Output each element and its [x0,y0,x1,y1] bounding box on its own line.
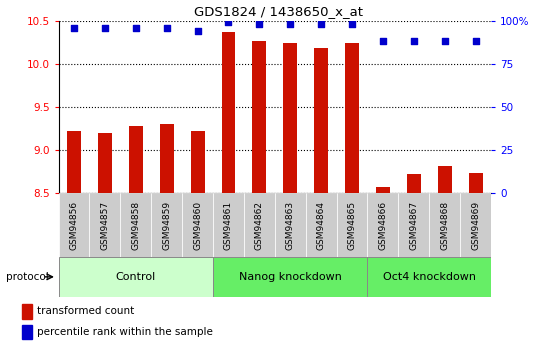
Bar [191,131,205,193]
Bar [336,193,368,257]
Text: GSM94864: GSM94864 [316,200,326,250]
Bar [151,193,182,257]
Bar [275,193,306,257]
Point [193,28,202,34]
Point [440,39,449,44]
Point [286,21,295,27]
Text: GSM94857: GSM94857 [100,200,109,250]
Point [348,21,357,27]
Text: GSM94866: GSM94866 [378,200,387,250]
Point [224,20,233,25]
Text: transformed count: transformed count [37,306,134,316]
Bar [213,257,368,297]
Point [162,25,171,30]
Text: GSM94867: GSM94867 [410,200,418,250]
Text: GSM94863: GSM94863 [286,200,295,250]
Bar [98,133,112,193]
Text: GDS1824 / 1438650_x_at: GDS1824 / 1438650_x_at [195,5,363,18]
Point [70,25,79,30]
Text: Nanog knockdown: Nanog knockdown [239,272,341,282]
Bar [469,172,483,193]
Text: GSM94865: GSM94865 [348,200,357,250]
Bar [59,257,213,297]
Point [100,25,109,30]
Text: GSM94859: GSM94859 [162,200,171,250]
Bar [407,174,421,193]
Text: GSM94856: GSM94856 [70,200,79,250]
Bar [59,193,89,257]
Bar [345,43,359,193]
Point [317,21,326,27]
Bar [306,193,336,257]
Bar [398,193,429,257]
Point [471,39,480,44]
Bar [22,304,32,319]
Bar [460,193,491,257]
Bar [160,124,174,193]
Point [378,39,387,44]
Text: GSM94869: GSM94869 [471,200,480,250]
Bar [429,193,460,257]
Bar [182,193,213,257]
Text: percentile rank within the sample: percentile rank within the sample [37,327,213,337]
Text: GSM94860: GSM94860 [193,200,202,250]
Bar [67,131,81,193]
Bar [222,32,235,193]
Bar [121,193,151,257]
Bar [314,48,328,193]
Bar [252,41,266,193]
Text: GSM94861: GSM94861 [224,200,233,250]
Text: GSM94862: GSM94862 [255,200,264,250]
Bar [438,166,451,193]
Bar [244,193,275,257]
Point [131,25,140,30]
Bar [283,43,297,193]
Point [410,39,418,44]
Text: GSM94868: GSM94868 [440,200,449,250]
Text: Control: Control [116,272,156,282]
Text: protocol: protocol [6,272,49,282]
Bar [89,193,121,257]
Bar [129,126,143,193]
Point [255,21,264,27]
Text: GSM94858: GSM94858 [131,200,140,250]
Bar [376,187,390,193]
Bar [22,325,32,339]
Bar [213,193,244,257]
Text: Oct4 knockdown: Oct4 knockdown [383,272,476,282]
Bar [368,257,491,297]
Bar [368,193,398,257]
